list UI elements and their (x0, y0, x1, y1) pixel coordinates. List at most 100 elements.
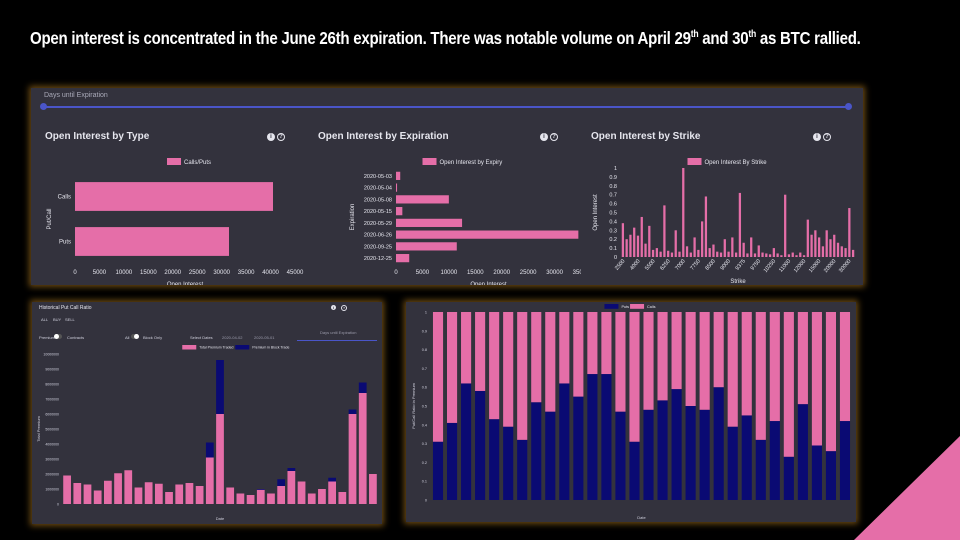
x-tick-label: 35000 (573, 270, 581, 276)
bar-total-premium (165, 492, 173, 504)
y-tick-label: 8000000 (45, 383, 59, 387)
range-button-sell[interactable]: SELL (65, 317, 75, 322)
legend-label: Puts (621, 305, 629, 309)
legend-label: Open Interest by Expiry (440, 160, 503, 166)
y-tick-label: 1 (614, 166, 617, 172)
expiration-slider-handle-min[interactable] (40, 103, 47, 110)
bar-total-premium (216, 414, 224, 504)
date-from-input[interactable]: 2020-04-02 (222, 335, 243, 340)
legend-swatch (687, 158, 702, 165)
bar-total-premium (328, 481, 337, 504)
y-tick-label: 4000000 (45, 443, 59, 447)
bar-calls (657, 312, 668, 401)
bar-block-premium (256, 489, 265, 490)
bar-calls (685, 312, 696, 406)
bar-strike (648, 225, 651, 257)
bar-calls (727, 312, 738, 427)
x-tick-label: 7000 (674, 258, 686, 271)
bar-puts (559, 383, 570, 500)
bar-total-premium (318, 489, 326, 504)
bar-strike (840, 246, 843, 257)
bar-strike (742, 242, 745, 257)
y-tick-label: 0.9 (422, 329, 427, 333)
x-tick-label: 40000 (262, 270, 279, 276)
bar-calls (601, 312, 612, 375)
bar-total-premium (195, 486, 204, 504)
help-icon[interactable]: ? (277, 133, 285, 141)
bar-strike (719, 252, 723, 257)
bar-strike (836, 242, 840, 257)
y-tick-label: 1000000 (45, 488, 59, 492)
info-icon[interactable]: i (813, 133, 821, 141)
historical-premium-chart: Total Premium Traded Premium in Block Tra… (36, 345, 377, 521)
help-icon[interactable]: ? (550, 133, 558, 141)
x-axis-label: Open Interest (470, 282, 507, 285)
bar-strike (723, 239, 726, 257)
bar-strike (810, 234, 813, 257)
bar-total-premium (348, 414, 357, 504)
bar-strike (833, 234, 836, 257)
y-axis-label: Expiration (350, 204, 356, 231)
range-button-buy[interactable]: BUY (53, 317, 62, 322)
bar-strike (731, 237, 734, 257)
legend-label: Total Premium Traded (199, 346, 233, 350)
bar-strike (757, 245, 760, 257)
expiration-slider-track[interactable] (43, 106, 849, 108)
bar-strike (776, 253, 779, 257)
corner-accent (854, 436, 960, 540)
info-icon[interactable]: i (267, 133, 275, 141)
bar-puts (531, 402, 542, 500)
bar-total-premium (267, 493, 275, 504)
legend-swatch (235, 345, 250, 350)
bl-expiration-slider[interactable] (297, 340, 377, 341)
help-icon[interactable]: ? (341, 305, 347, 311)
bar-expiry (396, 183, 398, 192)
info-icon[interactable]: i (540, 133, 548, 141)
expiry-chart: Open Interest by Expiry 2020-05-03 2020-05… (350, 158, 581, 285)
expiration-slider-handle-max[interactable] (845, 103, 852, 110)
bar-strike (644, 243, 647, 257)
y-tick-label: 10000000 (43, 353, 59, 357)
bar-puts (783, 456, 794, 500)
bar-puts (489, 419, 500, 500)
bar-strike (682, 168, 685, 257)
date-to-input[interactable]: 2020-05-01 (254, 335, 275, 340)
y-tick-label: Calls (58, 195, 71, 201)
bar-strike (651, 249, 655, 257)
bar-total-premium (297, 481, 306, 504)
bar-calls (615, 312, 626, 412)
info-icon[interactable]: i (331, 305, 336, 310)
put-call-ratio-chart: Puts Calls 0 0.1 0.2 0.3 0.4 0.5 0.6 0.7 0.8 0.9 1 Da… (411, 304, 851, 520)
help-icon[interactable]: ? (823, 133, 831, 141)
bar-strike (768, 254, 772, 257)
y-tick-label: Puts (59, 240, 71, 246)
y-tick-label: 2020-09-25 (364, 244, 392, 250)
range-button-all[interactable]: ALL (41, 317, 49, 322)
bar-puts (615, 411, 626, 500)
y-axis-label: Put/Call Ratio in Premium (411, 382, 416, 428)
x-tick-label: 0 (73, 270, 77, 276)
bar-puts (432, 441, 444, 500)
bar-expiry (396, 171, 401, 180)
bar-strike (753, 253, 757, 257)
x-tick-label: 7750 (689, 258, 701, 271)
legend-label: Premium in Block Trade (252, 346, 289, 350)
x-axis-label: Strike (730, 279, 746, 285)
bar-puts (727, 426, 738, 500)
open-interest-dashboard: Days until Expiration Open Interest by T… (31, 88, 863, 285)
bar-total-premium (73, 483, 82, 504)
bar-total-premium (103, 480, 112, 504)
bar-total-premium (144, 482, 153, 504)
x-tick-label: 45000 (287, 270, 304, 276)
bar-total-premium (307, 493, 316, 504)
headline-text-a: Open interest is concentrated in the Jun… (30, 28, 691, 48)
block-only-toggle[interactable] (131, 334, 139, 339)
bar-puts (685, 406, 696, 500)
y-tick-label: 2020-05-15 (364, 209, 392, 215)
x-axis-label: Open Interest (167, 282, 204, 285)
legend-label: Calls (647, 305, 656, 309)
y-tick-label: 0.2 (609, 237, 617, 243)
bar-strike (697, 249, 700, 257)
premium-contracts-toggle[interactable] (54, 334, 62, 339)
bar-total-premium (175, 484, 184, 504)
